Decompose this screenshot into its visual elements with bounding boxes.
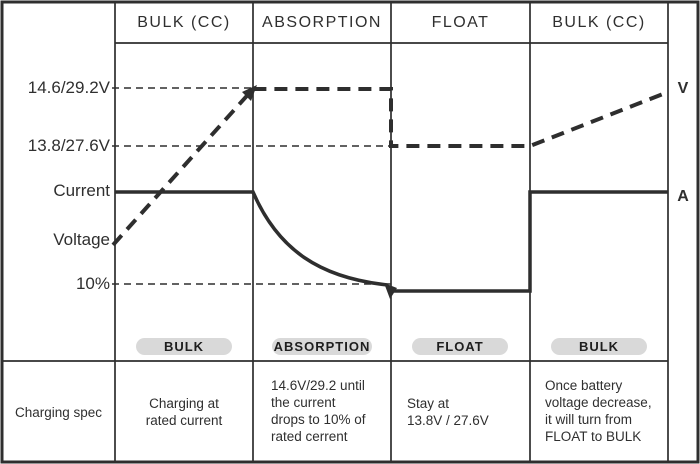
y-label-float-voltage: 13.8/27.6V — [27, 136, 110, 155]
current-curve-bulk-absorption — [115, 190, 389, 287]
spec-cell-float: Stay at 13.8V / 27.6V — [407, 396, 489, 428]
y-label-10-percent: 10% — [75, 274, 110, 293]
stage-badge-bulk-2: BULK — [551, 338, 647, 355]
voltage-arrowhead-icon — [242, 85, 257, 101]
level-guide-lines — [112, 87, 391, 285]
voltage-curve — [111, 87, 669, 247]
y-label-current: Current — [53, 181, 110, 200]
y-label-voltage: Voltage — [53, 230, 110, 249]
phase-header-absorption: ABSORPTION — [262, 14, 382, 31]
phase-header-bulk-2: BULK (CC) — [552, 14, 646, 31]
unit-label-volts: V — [677, 80, 689, 97]
current-arrowhead-icon — [384, 283, 397, 299]
unit-label-amps: A — [677, 188, 689, 205]
stage-badge-absorption: ABSORPTION — [272, 338, 372, 355]
stage-badge-bulk-1: BULK — [136, 338, 232, 355]
phase-header-bulk-1: BULK (CC) — [137, 14, 231, 31]
stage-badge-float: FLOAT — [412, 338, 508, 355]
y-label-absorption-voltage: 14.6/29.2V — [27, 78, 110, 97]
spec-cell-bulk-1: Charging at rated current — [145, 396, 223, 428]
current-curve-float-bulk — [394, 190, 668, 293]
phase-header-float: FLOAT — [431, 14, 490, 31]
spec-cell-bulk-2: Once battery voltage decrease, it will t… — [545, 378, 652, 444]
spec-row-label: Charging spec — [14, 405, 103, 420]
spec-cell-absorption: 14.6V/29.2 until the current drops to 10… — [271, 378, 366, 444]
